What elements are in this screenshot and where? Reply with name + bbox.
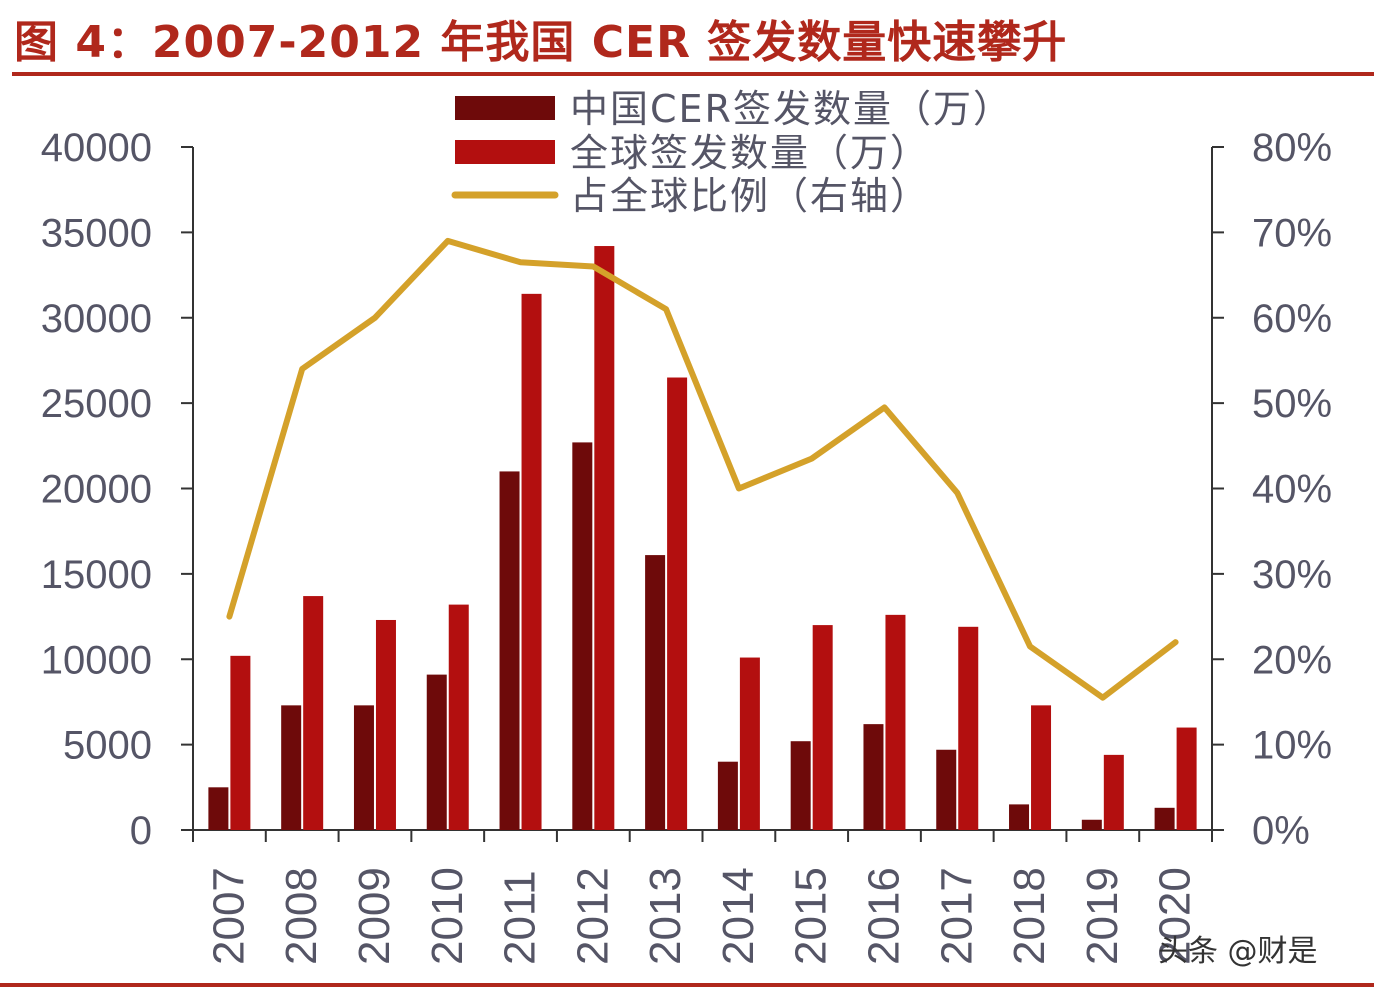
left-axis-tick-label: 35000 (41, 211, 152, 255)
x-axis-tick-label: 2016 (859, 867, 908, 965)
bottom-divider (0, 983, 1374, 987)
bar-global (667, 377, 688, 830)
bar-china-cer (572, 442, 593, 830)
right-axis-tick-label: 70% (1252, 211, 1332, 255)
bar-china-cer (936, 749, 957, 830)
right-axis-tick-label: 40% (1252, 468, 1332, 512)
x-axis-tick-label: 2012 (568, 867, 617, 965)
right-axis-tick-label: 10% (1252, 724, 1332, 768)
left-axis-tick-label: 5000 (63, 724, 152, 768)
ratio-line (226, 237, 1179, 701)
bar-global (230, 655, 251, 830)
bar-global (521, 293, 542, 831)
bar-china-cer (790, 741, 811, 830)
left-axis-tick-label: 10000 (41, 638, 152, 682)
x-axis-tick-label: 2018 (1005, 867, 1054, 965)
right-axis-tick-label: 20% (1252, 638, 1332, 682)
bar-china-cer (863, 724, 884, 830)
left-axis-tick-label: 30000 (41, 297, 152, 341)
legend-swatch-global (455, 140, 555, 164)
bar-global (885, 614, 906, 830)
x-axis-tick-label: 2015 (787, 867, 836, 965)
bar-global (1176, 727, 1197, 830)
legend-label: 中国CER签发数量（万） (570, 87, 1013, 131)
right-axis-tick-label: 60% (1252, 297, 1332, 341)
bar-china-cer (1081, 819, 1102, 830)
left-axis-tick-label: 20000 (41, 468, 152, 512)
bar-global (1103, 754, 1124, 830)
bar-china-cer (1154, 807, 1175, 830)
x-axis-tick-label: 2014 (714, 867, 763, 965)
left-axis-tick-label: 40000 (41, 126, 152, 170)
legend-swatch-china-cer (455, 96, 555, 120)
chart-title: 图 4：2007-2012 年我国 CER 签发数量快速攀升 (14, 17, 1068, 68)
bar-global (303, 596, 324, 830)
bar-china-cer (208, 787, 229, 830)
x-axis-tick-label: 2008 (277, 867, 326, 965)
x-axis-tick-label: 2010 (423, 867, 472, 965)
bar-china-cer (717, 761, 738, 830)
left-axis-tick-label: 0 (130, 809, 152, 853)
right-axis-tick-label: 30% (1252, 553, 1332, 597)
right-axis-tick-label: 50% (1252, 382, 1332, 426)
bar-global (958, 626, 979, 830)
bar-china-cer (426, 674, 447, 830)
bar-china-cer (281, 705, 302, 830)
left-axis-tick-label: 15000 (41, 553, 152, 597)
x-axis-tick-label: 2017 (932, 867, 981, 965)
left-axis-tick-label: 25000 (41, 382, 152, 426)
bar-global (1031, 705, 1052, 830)
bar-global (448, 604, 469, 830)
x-axis-tick-label: 2007 (204, 867, 253, 965)
right-axis-tick-label: 0% (1252, 809, 1310, 853)
x-axis-tick-label: 2013 (641, 867, 690, 965)
bar-china-cer (645, 555, 666, 830)
legend-label: 全球签发数量（万） (570, 131, 930, 175)
bar-china-cer (499, 471, 520, 830)
bar-china-cer (1009, 804, 1030, 830)
right-axis-tick-label: 80% (1252, 126, 1332, 170)
bar-china-cer (353, 705, 374, 830)
x-axis-tick-label: 2009 (350, 867, 399, 965)
bar-global (375, 619, 396, 830)
title-divider (12, 72, 1374, 76)
bar-global (812, 625, 833, 830)
x-axis-tick-label: 2019 (1078, 867, 1127, 965)
watermark: 头条 @财是 (1158, 934, 1318, 969)
bar-global (594, 246, 615, 830)
legend-label: 占全球比例（右轴） (570, 174, 930, 218)
x-axis-tick-label: 2020 (1151, 867, 1200, 965)
x-axis-tick-label: 2011 (496, 870, 545, 965)
bar-global (739, 657, 760, 830)
